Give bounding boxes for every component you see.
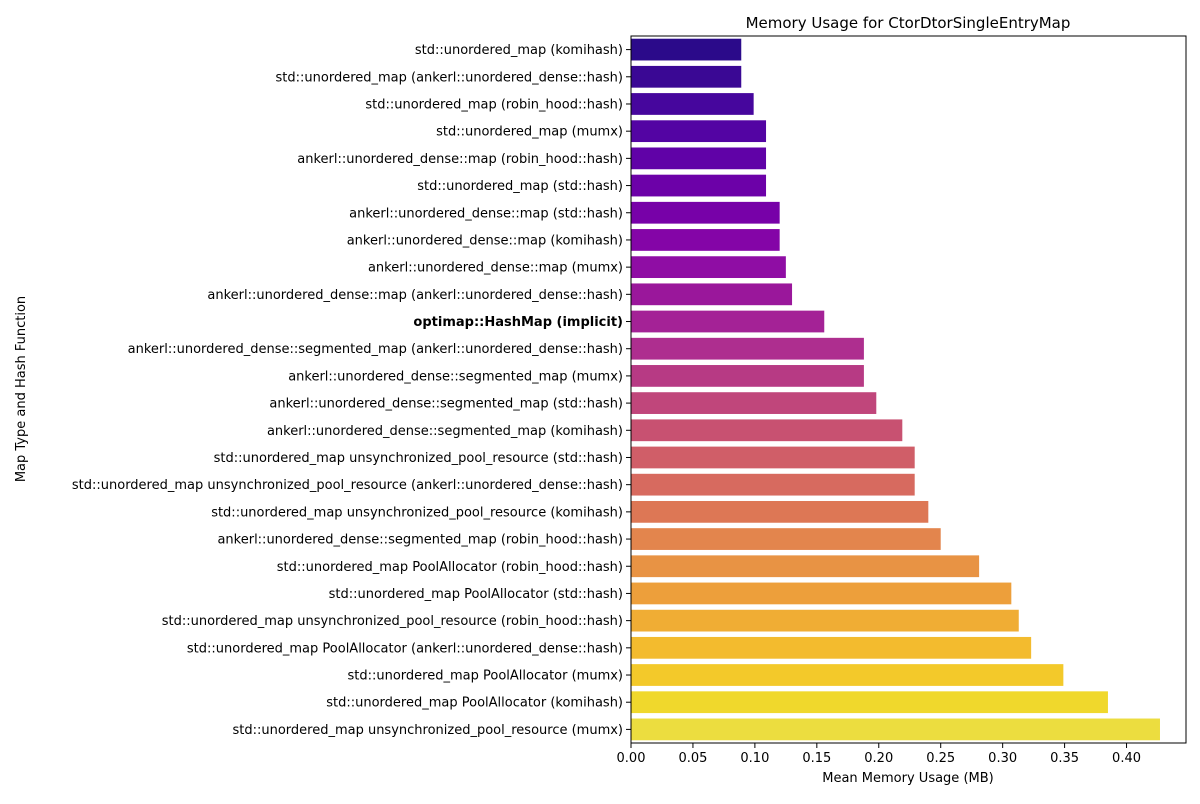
- bar: [631, 229, 780, 251]
- y-tick-label: ankerl::unordered_dense::segmented_map (…: [128, 342, 623, 357]
- x-axis-label: Mean Memory Usage (MB): [822, 771, 993, 786]
- bar: [631, 555, 980, 578]
- bar: [631, 93, 754, 115]
- y-tick-label: std::unordered_map unsynchronized_pool_r…: [232, 723, 623, 738]
- y-tick-label: std::unordered_map unsynchronized_pool_r…: [72, 478, 623, 493]
- axes-frame: [630, 35, 1187, 744]
- x-tick-label: 0.20: [864, 751, 893, 766]
- bar: [631, 365, 864, 387]
- y-tick-label: std::unordered_map (komihash): [415, 43, 623, 58]
- bars-group: [631, 38, 1160, 741]
- y-tick-label: optimap::HashMap (implicit): [413, 315, 623, 330]
- bar: [631, 609, 1019, 632]
- y-tick-label: ankerl::unordered_dense::segmented_map (…: [267, 424, 623, 439]
- x-tick-label: 0.25: [926, 751, 955, 766]
- y-tick-label: ankerl::unordered_dense::map (std::hash): [349, 206, 623, 221]
- y-tick-label: std::unordered_map unsynchronized_pool_r…: [211, 505, 623, 520]
- y-axis-label: Map Type and Hash Function: [14, 296, 29, 482]
- bar: [631, 500, 929, 523]
- bar: [631, 38, 742, 61]
- bar: [631, 120, 767, 143]
- bar: [631, 691, 1108, 714]
- bar: [631, 419, 903, 442]
- y-tick-label: ankerl::unordered_dense::segmented_map (…: [269, 397, 623, 412]
- x-tick-label: 0.30: [988, 751, 1017, 766]
- y-tick-label: std::unordered_map PoolAllocator (komiha…: [326, 696, 623, 711]
- y-tick-label: std::unordered_map unsynchronized_pool_r…: [214, 451, 623, 466]
- x-tick-label: 0.10: [740, 751, 769, 766]
- x-tick-labels: 0.00 0.05 0.10 0.15 0.20 0.25 0.30 0.35 0.40: [617, 743, 1141, 766]
- plot-frame: [630, 35, 1187, 744]
- bar: [631, 392, 877, 414]
- bar: [631, 636, 1032, 659]
- bar: [631, 582, 1012, 605]
- bar: [631, 473, 915, 496]
- y-tick-label: std::unordered_map (std::hash): [417, 179, 623, 194]
- bar: [631, 147, 767, 170]
- bar: [631, 664, 1064, 686]
- y-tick-label: std::unordered_map PoolAllocator (std::h…: [329, 587, 623, 602]
- x-tick-label: 0.15: [802, 751, 831, 766]
- bar: [631, 65, 742, 88]
- bar: [631, 310, 825, 333]
- x-tick-label: 0.00: [617, 751, 646, 766]
- bar: [631, 283, 793, 306]
- y-tick-label: std::unordered_map PoolAllocator (mumx): [347, 669, 623, 684]
- bar: [631, 528, 941, 550]
- bar: [631, 256, 786, 279]
- x-tick-label: 0.40: [1112, 751, 1141, 766]
- y-tick-label: ankerl::unordered_dense::map (ankerl::un…: [207, 288, 623, 303]
- bar: [631, 718, 1160, 741]
- chart-title: Memory Usage for CtorDtorSingleEntryMap: [746, 14, 1071, 32]
- y-tick-label: ankerl::unordered_dense::map (mumx): [368, 261, 623, 276]
- y-tick-label: ankerl::unordered_dense::segmented_map (…: [217, 533, 623, 548]
- bar: [631, 201, 780, 224]
- y-tick-label: std::unordered_map (robin_hood::hash): [365, 97, 623, 112]
- y-tick-label: ankerl::unordered_dense::segmented_map (…: [288, 369, 623, 384]
- bar: [631, 174, 767, 197]
- y-tick-label: std::unordered_map PoolAllocator (ankerl…: [187, 641, 623, 656]
- y-tick-label: ankerl::unordered_dense::map (robin_hood…: [297, 152, 623, 167]
- bar: [631, 446, 915, 469]
- y-tick-label: std::unordered_map PoolAllocator (robin_…: [277, 560, 623, 575]
- x-tick-label: 0.05: [678, 751, 707, 766]
- y-tick-labels: std::unordered_map (komihash)std::unorde…: [72, 43, 631, 738]
- y-tick-label: std::unordered_map (mumx): [436, 125, 623, 140]
- bar: [631, 337, 864, 360]
- y-tick-label: std::unordered_map (ankerl::unordered_de…: [276, 70, 623, 85]
- x-tick-label: 0.35: [1050, 751, 1079, 766]
- y-tick-label: ankerl::unordered_dense::map (komihash): [347, 233, 623, 248]
- y-tick-label: std::unordered_map unsynchronized_pool_r…: [162, 614, 623, 629]
